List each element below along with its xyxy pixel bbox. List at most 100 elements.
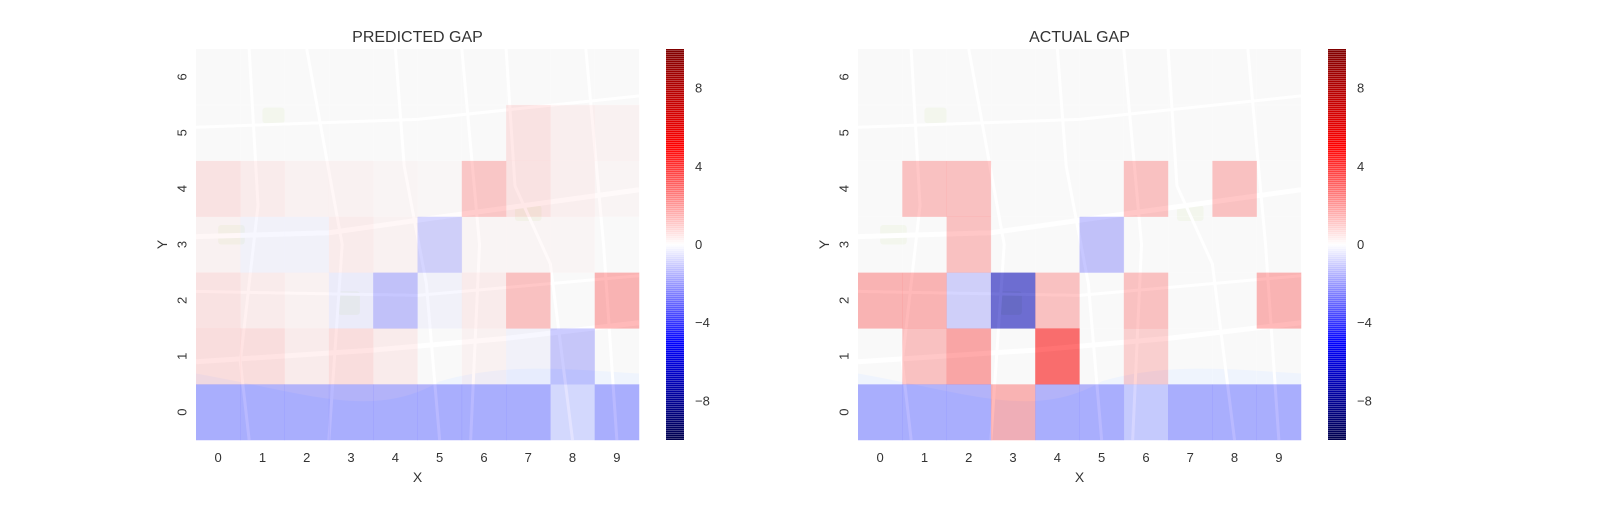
chart-title: PREDICTED GAP	[352, 29, 483, 46]
heat-cell	[1079, 216, 1125, 273]
heat-cell	[196, 160, 241, 217]
heat-cell	[1168, 384, 1213, 441]
x-tick-label: 7	[525, 450, 532, 465]
y-axis-label: Y	[816, 239, 832, 249]
heat-cell	[240, 328, 285, 385]
heat-cell	[196, 328, 241, 385]
colorbar-texture	[1328, 49, 1346, 440]
heat-cell	[417, 160, 463, 217]
heat-cell	[240, 384, 285, 441]
heat-cell	[1256, 49, 1302, 106]
heat-cell	[902, 384, 947, 441]
heat-cell	[902, 272, 947, 329]
heat-cell	[417, 272, 463, 329]
heat-cell	[328, 384, 374, 441]
heat-cell	[990, 384, 1036, 441]
heatmap-panel-1: ACTUAL GAP 0 1 2 3 4 5 6 7 8 9 0 1 2 3 4 5 6 X Y −8 −4 0 4 8	[816, 29, 1372, 485]
heat-cell	[1212, 384, 1257, 441]
heat-cell	[990, 328, 1036, 385]
y-tick-label: 3	[837, 241, 852, 248]
heat-cell	[990, 49, 1036, 106]
heat-cell	[328, 160, 374, 217]
heat-cell	[506, 160, 551, 217]
heat-cell	[902, 49, 947, 106]
heat-cell	[1035, 328, 1080, 385]
heat-cell	[417, 216, 463, 273]
heat-cell	[1256, 104, 1302, 162]
colorbar-tick-label: −8	[1357, 393, 1372, 408]
heat-cell	[550, 328, 595, 385]
heat-cell	[946, 49, 992, 106]
heat-cell	[240, 272, 285, 329]
y-tick-label: 2	[175, 297, 190, 304]
heat-cell	[506, 49, 551, 106]
colorbar-tick-label: −4	[695, 315, 710, 330]
y-axis-label: Y	[154, 239, 170, 249]
y-tick-label: 4	[175, 185, 190, 192]
heat-cell	[196, 272, 241, 329]
y-tick-label: 5	[837, 129, 852, 136]
heat-cell	[946, 272, 992, 329]
colorbar: −8 −4 0 4 8	[1328, 49, 1372, 440]
heat-cell	[284, 272, 330, 329]
heat-cell	[1168, 49, 1213, 106]
x-tick-label: 7	[1187, 450, 1194, 465]
x-tick-label: 2	[303, 450, 310, 465]
y-tick-label: 4	[837, 185, 852, 192]
heat-cell	[417, 328, 463, 385]
colorbar-tick-label: 8	[1357, 81, 1364, 96]
y-tick-label: 3	[175, 241, 190, 248]
heat-cell	[946, 384, 992, 441]
heat-cell	[550, 49, 595, 106]
heat-cell	[858, 49, 903, 106]
heat-cell	[1212, 328, 1257, 385]
heat-cell	[1168, 272, 1213, 329]
heat-cell	[284, 384, 330, 441]
colorbar-tick-label: 4	[695, 159, 702, 174]
chart-title: ACTUAL GAP	[1029, 29, 1130, 46]
heat-cell	[1256, 272, 1302, 329]
heat-cell	[1079, 104, 1125, 162]
heat-cell	[1123, 328, 1169, 385]
heat-cell	[990, 160, 1036, 217]
heat-cell	[1035, 160, 1080, 217]
heat-cell	[1168, 216, 1213, 273]
heat-cell	[284, 328, 330, 385]
heat-cell	[506, 104, 551, 162]
colorbar-tick-label: −8	[695, 393, 710, 408]
heat-cell	[550, 104, 595, 162]
heat-cell	[946, 160, 992, 217]
heat-cell	[946, 216, 992, 273]
x-tick-label: 4	[392, 450, 399, 465]
heat-cell	[550, 272, 595, 329]
heat-cell	[1123, 272, 1169, 329]
heat-cell	[858, 104, 903, 162]
heat-cell	[858, 216, 903, 273]
heat-cell	[506, 216, 551, 273]
x-tick-label: 1	[259, 450, 266, 465]
heat-cell	[461, 216, 507, 273]
colorbar-texture	[666, 49, 684, 440]
heat-cell	[990, 216, 1036, 273]
heat-cell	[1123, 384, 1169, 441]
y-tick-label: 6	[175, 73, 190, 80]
heat-cell	[1079, 272, 1125, 329]
x-tick-label: 0	[215, 450, 222, 465]
colorbar-tick-label: −4	[1357, 315, 1372, 330]
y-tick-label: 6	[837, 73, 852, 80]
colorbar-tick-label: 4	[1357, 159, 1364, 174]
heat-cell	[240, 216, 285, 273]
heat-cell	[594, 216, 640, 273]
x-tick-label: 8	[1231, 450, 1238, 465]
heat-cell	[1256, 216, 1302, 273]
heat-cell	[1035, 384, 1080, 441]
x-tick-label: 9	[613, 450, 620, 465]
heat-cell	[240, 49, 285, 106]
colorbar-tick-label: 0	[1357, 237, 1364, 252]
heat-cell	[594, 49, 640, 106]
heat-cell	[1035, 216, 1080, 273]
heat-cell	[594, 104, 640, 162]
heat-cell	[946, 104, 992, 162]
y-tick-label: 1	[837, 353, 852, 360]
heat-cell	[1079, 328, 1125, 385]
